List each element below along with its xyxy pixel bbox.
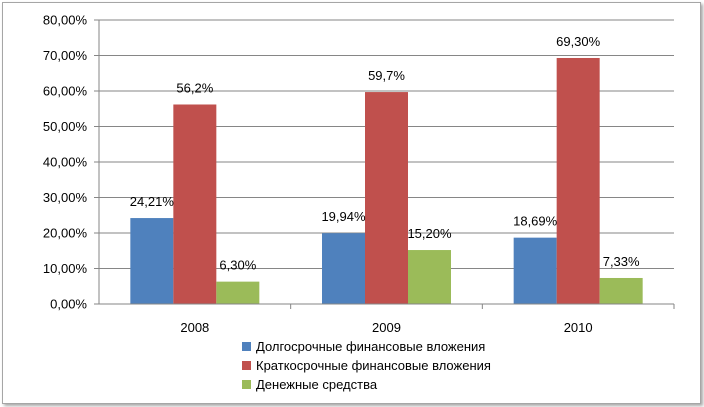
y-tick-label: 60,00% [43, 84, 88, 99]
y-tick-label: 40,00% [43, 155, 88, 170]
y-tick-label: 20,00% [43, 226, 88, 241]
y-axis: 0,00% 10,00% 20,00% 30,00% 40,00% 50,00% 60,00… [43, 13, 100, 312]
y-tick-label: 0,00% [50, 297, 87, 312]
x-tick-label: 2009 [372, 320, 401, 335]
y-tick-label: 30,00% [43, 190, 88, 205]
data-label: 7,33% [603, 254, 640, 269]
bar [173, 104, 217, 305]
bar [599, 277, 643, 304]
legend-swatch [242, 361, 251, 370]
x-axis: 2008 2009 2010 [99, 303, 675, 335]
data-label: 56,2% [176, 80, 213, 95]
bars [130, 57, 643, 305]
x-tick-label: 2008 [180, 320, 209, 335]
legend-swatch [242, 342, 251, 351]
data-label: 59,7% [368, 68, 405, 83]
legend-label: Денежные средства [256, 377, 378, 392]
legend-label: Краткосрочные финансовые вложения [256, 358, 491, 373]
data-labels: 24,21% 56,2% 6,30% 19,94% 59,7% 15,20% 18,69% 6… [130, 34, 640, 273]
x-tick-label: 2010 [564, 320, 593, 335]
data-label: 19,94% [321, 209, 366, 224]
bar [130, 218, 174, 304]
y-tick-label: 80,00% [43, 13, 88, 28]
bar [408, 250, 451, 304]
data-label: 6,30% [219, 258, 256, 273]
bar [513, 237, 557, 304]
legend-label: Долгосрочные финансовые вложения [256, 339, 485, 354]
legend: Долгосрочные финансовые вложения Краткоср… [242, 339, 491, 392]
bar [322, 233, 365, 304]
legend-swatch [242, 380, 251, 389]
data-label: 24,21% [130, 194, 175, 209]
bar [556, 57, 600, 304]
data-label: 15,20% [407, 226, 452, 241]
y-tick-label: 10,00% [43, 261, 88, 276]
bar [365, 92, 408, 304]
y-tick-label: 50,00% [43, 119, 88, 134]
data-label: 69,30% [556, 34, 601, 49]
y-tick-label: 70,00% [43, 48, 88, 63]
data-label: 18,69% [513, 214, 558, 229]
bar [216, 281, 260, 304]
